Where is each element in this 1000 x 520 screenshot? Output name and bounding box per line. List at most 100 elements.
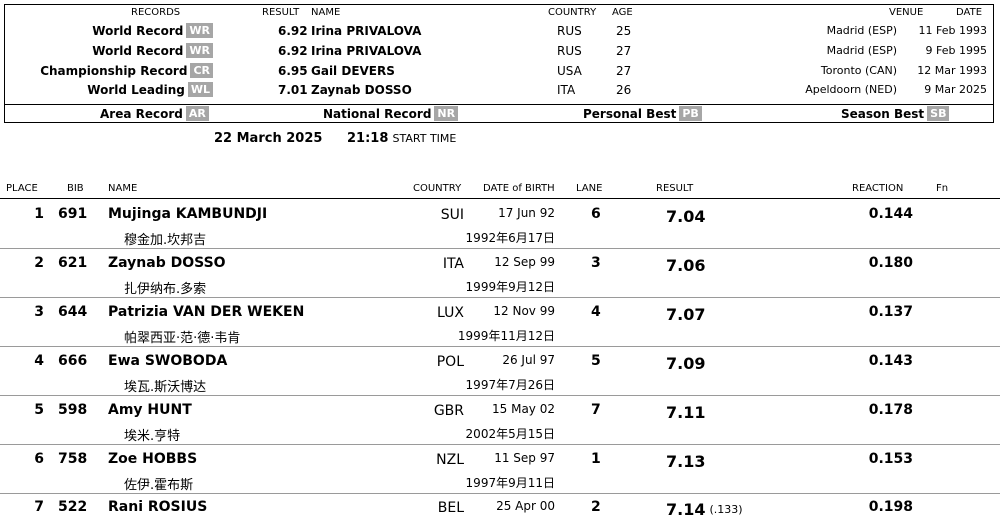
athlete-name: Amy HUNT — [108, 402, 192, 418]
athlete-name-chinese: 扎伊纳布.多索 — [124, 282, 207, 297]
result-row: 3 644 Patrizia VAN DER WEKEN 帕翠西亚·范·德·韦肯… — [0, 298, 1000, 347]
country: ITA — [442, 256, 464, 272]
result: 7.11 — [666, 403, 706, 422]
result-row: 1 691 Mujinga KAMBUNDJI 穆金加.坎邦吉 SUI 17 J… — [0, 200, 1000, 249]
age-header: AGE — [612, 7, 633, 18]
record-date: 12 Mar 1993 — [917, 64, 987, 77]
lane: 3 — [591, 255, 601, 271]
record-country: RUS — [557, 44, 582, 58]
record-row: Championship Record CR 6.95 Gail DEVERS U… — [5, 61, 993, 81]
record-label: Championship Record CR — [40, 61, 213, 81]
header-divider — [0, 198, 1000, 199]
reaction-time: 0.178 — [868, 402, 913, 418]
record-date: 9 Feb 1995 — [925, 44, 987, 57]
result: 7.07 — [666, 305, 706, 324]
athlete-name-chinese: 帕翠西亚·范·德·韦肯 — [124, 331, 241, 346]
country-header: COUNTRY — [548, 7, 597, 18]
record-label: World Leading WL — [87, 80, 213, 100]
date-of-birth-chinese: 1997年9月11日 — [465, 476, 555, 490]
col-reaction: REACTION — [852, 183, 904, 194]
legend-season-best: Season Best SB — [841, 105, 950, 123]
legend-personal-best: Personal Best PB — [583, 105, 702, 123]
lane: 7 — [591, 402, 601, 418]
date-of-birth: 15 May 02 — [492, 402, 555, 416]
event-date: 22 March 2025 — [214, 131, 323, 146]
bib: 691 — [58, 206, 88, 222]
record-country: USA — [557, 64, 582, 78]
athlete-name: Ewa SWOBODA — [108, 353, 228, 369]
bib: 758 — [58, 451, 88, 467]
place: 4 — [34, 353, 44, 369]
date-of-birth-chinese: 1999年11月12日 — [457, 329, 555, 343]
col-dob: DATE of BIRTH — [483, 183, 555, 194]
record-row: World Record WR 6.92 Irina PRIVALOVA RUS … — [5, 41, 993, 61]
name-header: NAME — [311, 7, 341, 18]
record-label: World Record WR — [92, 21, 213, 41]
record-venue: Madrid (ESP) — [826, 24, 897, 37]
athlete-name-chinese: 埃瓦.斯沃博达 — [124, 380, 207, 395]
record-age: 26 — [616, 83, 632, 97]
record-age: 27 — [616, 64, 632, 78]
records-header: RECORDS — [131, 7, 181, 18]
record-age: 25 — [616, 24, 632, 38]
result: 7.06 — [666, 256, 706, 275]
record-result: 6.92 — [278, 44, 308, 58]
lane: 2 — [591, 499, 601, 515]
venue-header: VENUE — [889, 7, 924, 18]
bib: 598 — [58, 402, 88, 418]
reaction-time: 0.143 — [868, 353, 913, 369]
record-code-badge: WR — [186, 23, 213, 38]
col-fn: Fn — [936, 183, 949, 194]
result: 7.14 (.133) — [666, 500, 743, 519]
place: 7 — [34, 499, 44, 515]
col-place: PLACE — [6, 183, 38, 194]
date-of-birth: 25 Apr 00 — [496, 499, 555, 513]
country: POL — [436, 354, 464, 370]
col-lane: LANE — [576, 183, 603, 194]
bib: 644 — [58, 304, 88, 320]
result-row: 5 598 Amy HUNT 埃米.亨特 GBR 15 May 02 2002年… — [0, 396, 1000, 445]
record-result: 7.01 — [278, 83, 308, 97]
record-date: 11 Feb 1993 — [918, 24, 987, 37]
records-table: RECORDS RESULT NAME COUNTRY AGE VENUE DA… — [4, 4, 994, 123]
result: 7.13 — [666, 452, 706, 471]
date-of-birth-chinese: 1997年7月26日 — [465, 378, 555, 392]
lane: 5 — [591, 353, 601, 369]
record-code-badge: AR — [185, 106, 209, 121]
bib: 666 — [58, 353, 88, 369]
start-time-label: START TIME — [392, 132, 457, 145]
date-of-birth: 12 Nov 99 — [493, 304, 555, 318]
lane: 6 — [591, 206, 601, 222]
record-row: World Record WR 6.92 Irina PRIVALOVA RUS … — [5, 21, 993, 41]
record-venue: Apeldoorn (NED) — [805, 83, 897, 96]
record-legend: Area Record AR National Record NR Personal… — [5, 104, 993, 123]
athlete-name-chinese: 埃米.亨特 — [124, 429, 181, 444]
date-of-birth-chinese: 2002年5月15日 — [465, 427, 555, 441]
date-header: DATE — [956, 7, 983, 18]
result-row: 7 522 Rani ROSIUS BEL 25 Apr 00 2 7.14 (.… — [0, 493, 1000, 520]
record-result: 6.95 — [278, 64, 308, 78]
reaction-time: 0.180 — [868, 255, 913, 271]
country: NZL — [436, 452, 464, 468]
reaction-time: 0.137 — [868, 304, 913, 320]
result-row: 6 758 Zoe HOBBS 佐伊.霍布斯 NZL 11 Sep 97 199… — [0, 445, 1000, 494]
col-bib: BIB — [67, 183, 84, 194]
record-holder: Zaynab DOSSO — [311, 83, 412, 97]
record-code-badge: WR — [186, 43, 213, 58]
date-of-birth: 17 Jun 92 — [498, 206, 555, 220]
bib: 621 — [58, 255, 88, 271]
athlete-name-chinese: 穆金加.坎邦吉 — [124, 233, 207, 248]
date-of-birth: 11 Sep 97 — [494, 451, 555, 465]
col-country: COUNTRY — [413, 183, 462, 194]
date-of-birth: 26 Jul 97 — [502, 353, 555, 367]
place: 3 — [34, 304, 44, 320]
record-country: RUS — [557, 24, 582, 38]
athlete-name-chinese: 佐伊.霍布斯 — [124, 478, 194, 493]
athlete-name: Zoe HOBBS — [108, 451, 198, 467]
record-code-badge: WL — [187, 82, 213, 97]
start-time: 21:18 START TIME — [347, 131, 457, 146]
country: LUX — [437, 305, 464, 321]
date-of-birth-chinese: 1992年6月17日 — [465, 231, 555, 245]
record-label: World Record WR — [92, 41, 213, 61]
record-holder: Gail DEVERS — [311, 64, 395, 78]
